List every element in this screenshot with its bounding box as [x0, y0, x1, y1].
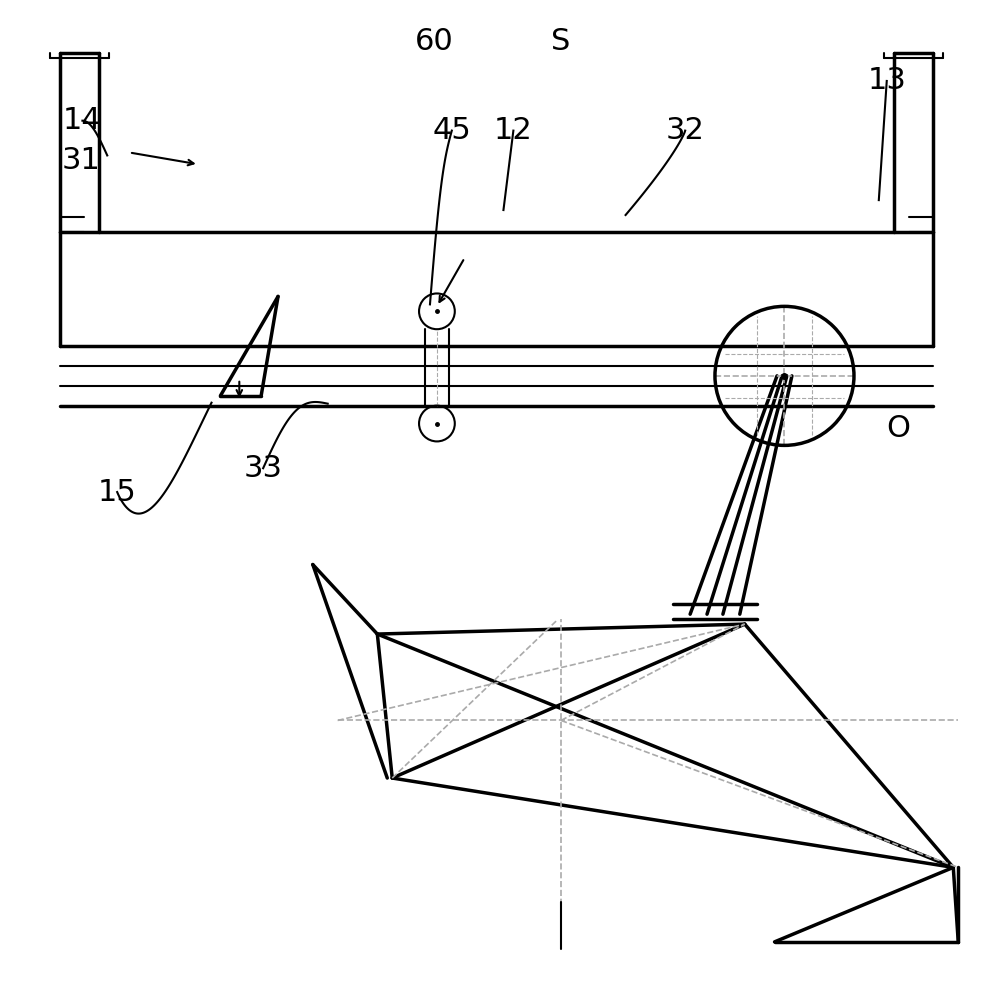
Text: O: O	[887, 414, 911, 443]
Text: 32: 32	[665, 116, 705, 145]
Text: 14: 14	[63, 106, 102, 135]
Text: 31: 31	[62, 146, 101, 175]
Text: 45: 45	[432, 116, 472, 145]
Text: 33: 33	[243, 454, 283, 483]
Text: 60: 60	[414, 27, 454, 56]
Text: 13: 13	[867, 66, 907, 95]
Text: S: S	[551, 27, 571, 56]
Text: 15: 15	[97, 478, 137, 507]
Text: 12: 12	[494, 116, 533, 145]
